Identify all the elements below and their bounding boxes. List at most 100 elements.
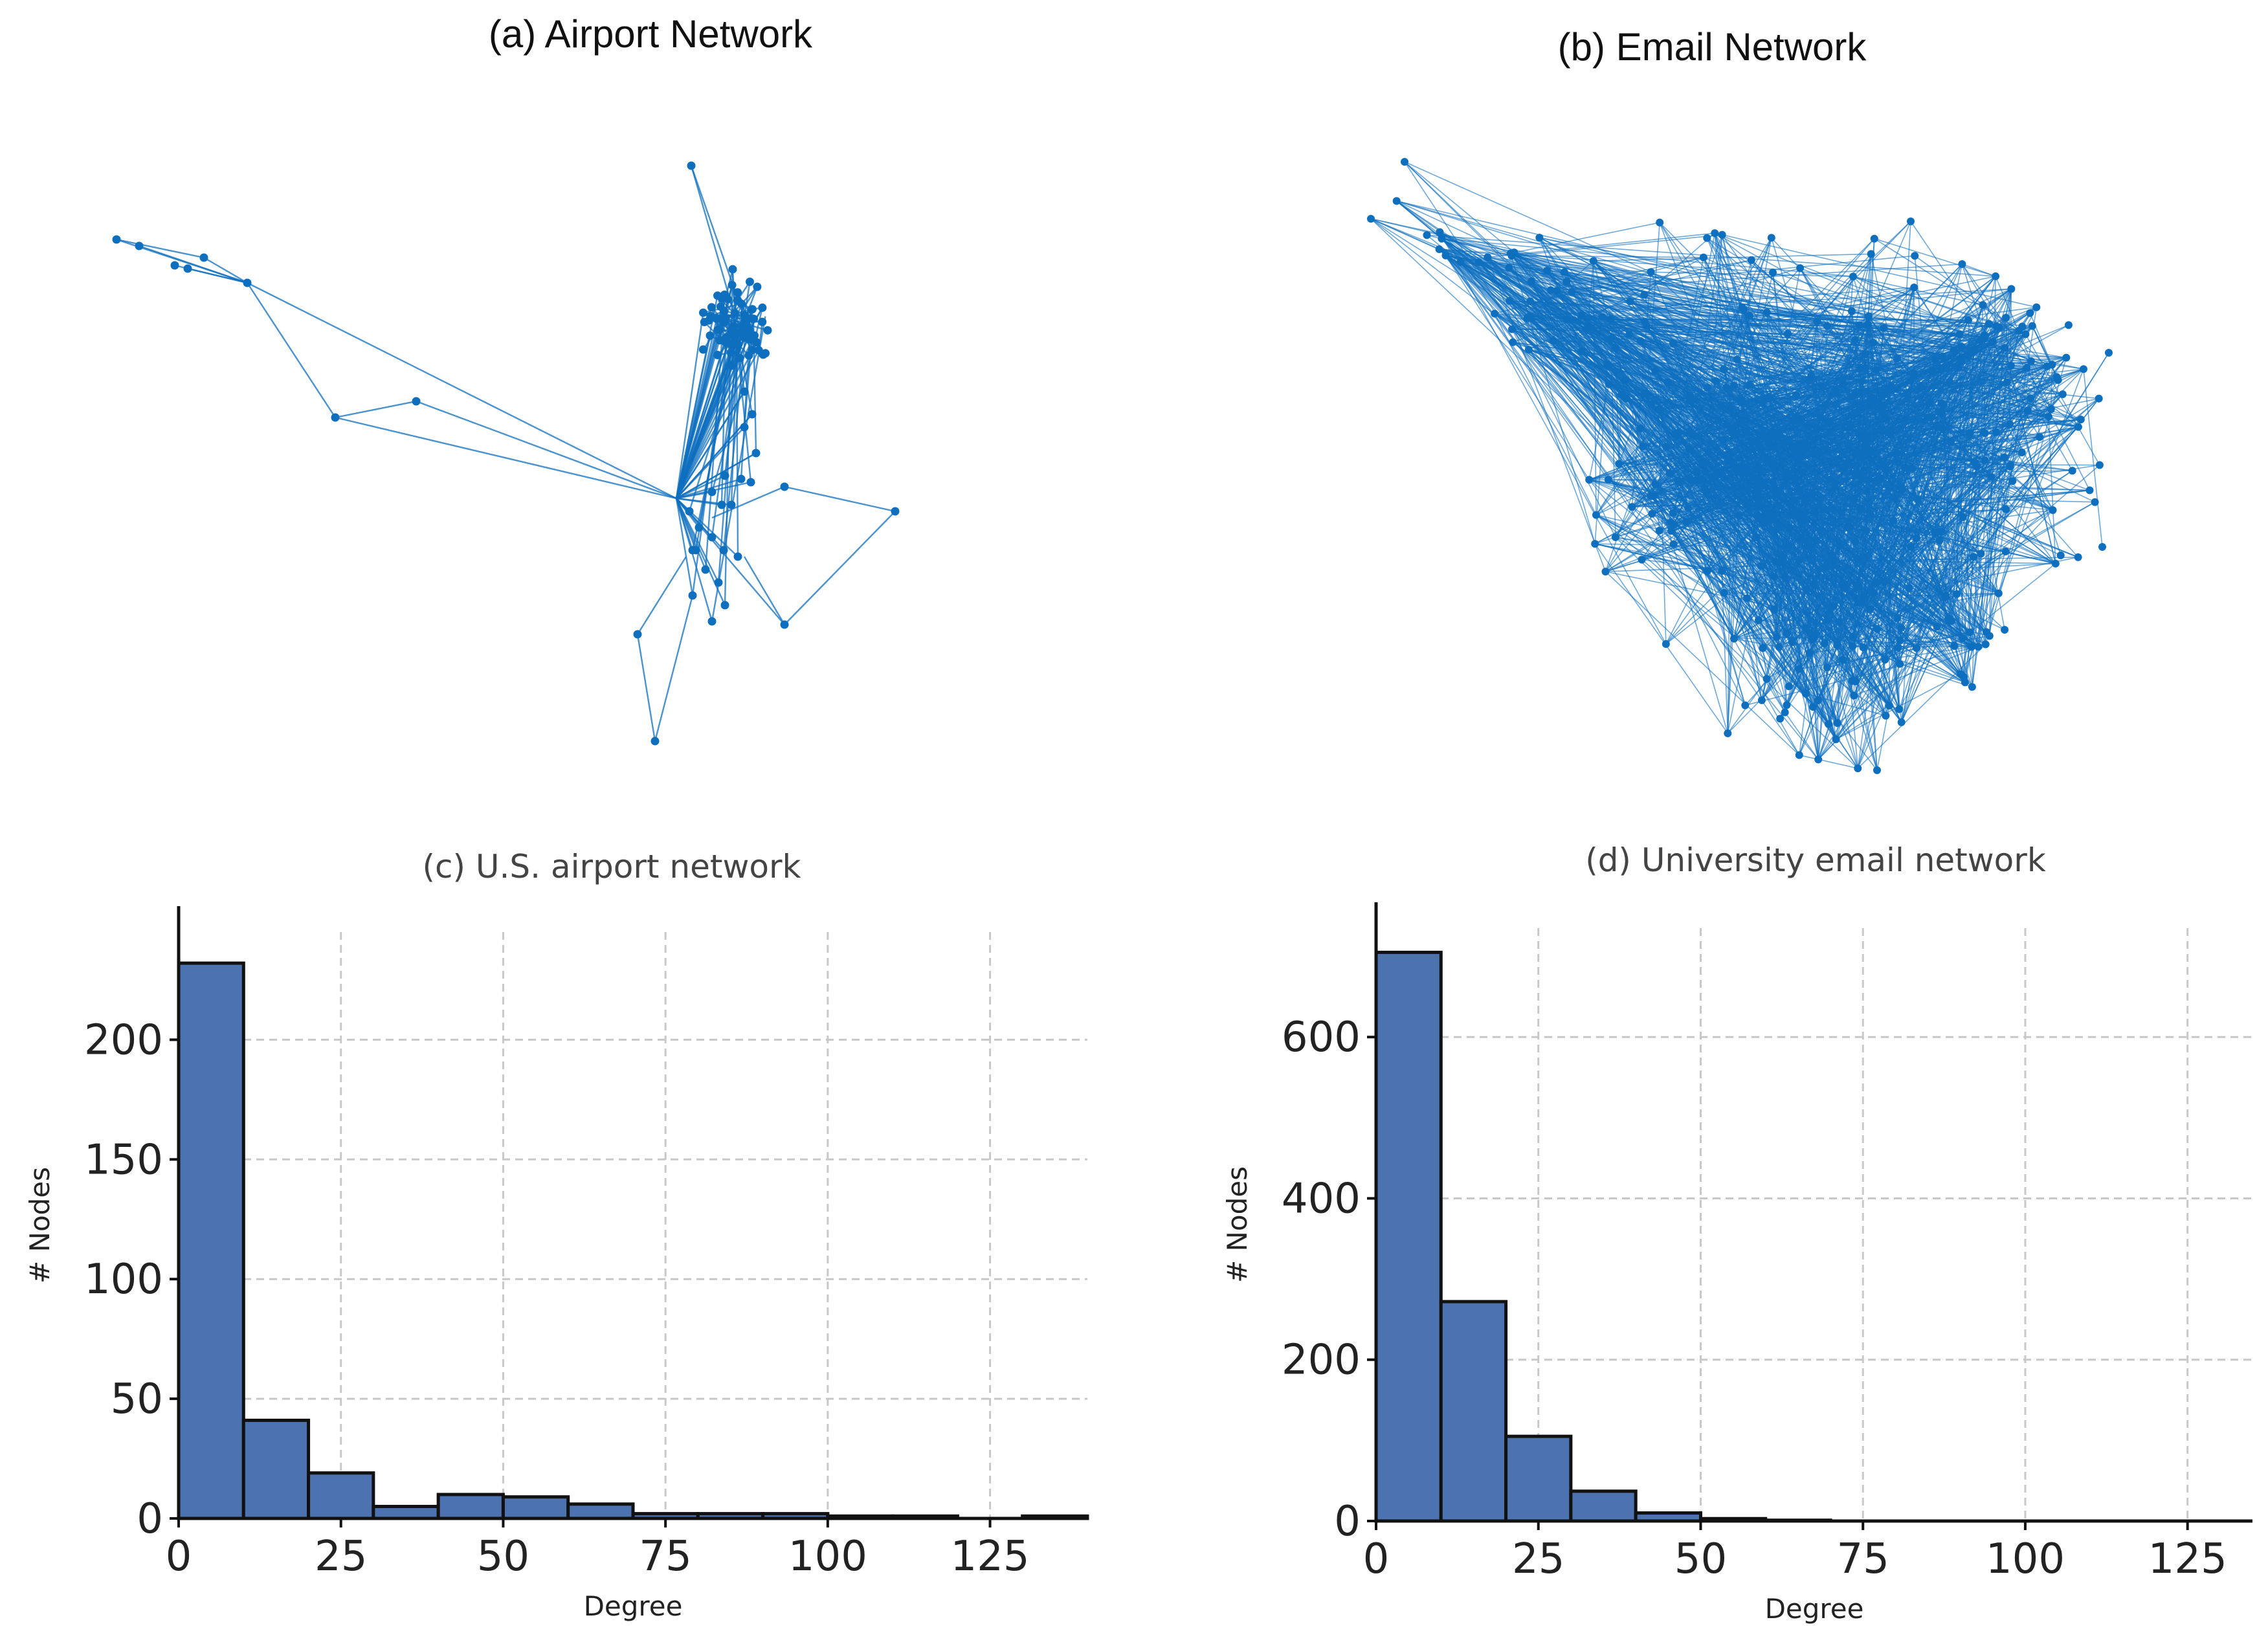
email-node xyxy=(1967,643,1975,651)
email-node xyxy=(1946,377,1954,386)
email-edge xyxy=(1779,619,1829,648)
email-node xyxy=(1508,325,1516,333)
email-node xyxy=(1662,640,1670,648)
email-edge xyxy=(1669,346,1962,474)
email-node xyxy=(1735,417,1744,426)
email-node xyxy=(1824,616,1832,625)
airport-node xyxy=(747,305,756,314)
email-node xyxy=(1788,638,1796,647)
email-node xyxy=(2021,330,2030,339)
email-nodes xyxy=(1367,158,2113,774)
airport-node xyxy=(745,335,754,344)
email-edge xyxy=(1605,571,1800,756)
hist-c-bar-4 xyxy=(436,1493,505,1520)
email-node xyxy=(1802,585,1810,594)
email-node xyxy=(2062,353,2071,362)
email-edge xyxy=(1998,436,2040,594)
email-node xyxy=(1797,448,1805,456)
email-edge xyxy=(1794,382,2007,421)
hist-d-ytick-label-1: 200 xyxy=(1282,1337,1361,1384)
email-edge xyxy=(1511,255,1859,603)
email-node xyxy=(2001,626,2009,634)
email-node xyxy=(1392,197,1401,205)
email-node xyxy=(2018,322,2027,331)
airport-node xyxy=(701,565,710,574)
email-node xyxy=(1647,400,1655,408)
email-edge xyxy=(1514,252,1788,335)
email-node xyxy=(1682,518,1691,526)
email-node xyxy=(1704,448,1713,456)
email-edge xyxy=(1876,426,2079,482)
airport-edge xyxy=(743,556,786,625)
email-node xyxy=(1964,316,1972,324)
airport-node xyxy=(740,423,749,432)
email-node xyxy=(1825,417,1834,425)
email-node xyxy=(2095,394,2103,403)
airport-node xyxy=(740,387,749,396)
email-node xyxy=(1784,329,1792,338)
email-edge xyxy=(1810,375,1890,706)
airport-node xyxy=(742,313,751,322)
email-node xyxy=(1709,472,1718,481)
email-node xyxy=(1957,342,1966,351)
airport-node xyxy=(718,294,727,303)
email-node xyxy=(1435,245,1443,253)
email-edge xyxy=(2048,416,2056,564)
email-edge xyxy=(1511,255,1645,296)
email-node xyxy=(1591,540,1599,548)
email-node xyxy=(1491,309,1499,318)
email-edge xyxy=(1889,452,2023,706)
email-edge xyxy=(1731,428,1837,740)
email-node xyxy=(1686,476,1694,484)
email-node xyxy=(1994,589,2003,597)
email-edge xyxy=(1771,319,1969,465)
email-edge xyxy=(1808,467,1906,544)
email-node xyxy=(1768,432,1776,441)
email-node xyxy=(1636,337,1645,345)
email-node xyxy=(1858,377,1866,385)
email-edge xyxy=(1836,553,1981,646)
airport-node xyxy=(720,335,729,344)
email-node xyxy=(1562,278,1571,285)
email-node xyxy=(1870,234,1878,243)
email-node xyxy=(1772,526,1780,534)
email-edge xyxy=(1594,428,1943,544)
airport-node xyxy=(780,482,789,491)
airport-edge xyxy=(675,337,728,499)
email-edge xyxy=(1834,483,1966,683)
email-edge xyxy=(1439,249,1852,312)
hist-c-xlabel: Degree xyxy=(584,1590,683,1622)
hist-c-ytick-label-3: 150 xyxy=(84,1136,163,1184)
email-edge xyxy=(1528,349,1753,443)
email-node xyxy=(2008,477,2017,485)
email-node xyxy=(1850,691,1858,700)
email-edge xyxy=(1835,390,1859,475)
email-node xyxy=(1822,445,1830,453)
email-node xyxy=(1509,338,1517,346)
email-node xyxy=(1897,718,1906,726)
email-edge xyxy=(1550,289,1731,410)
email-node xyxy=(1755,616,1762,625)
email-node xyxy=(1959,513,1967,521)
email-edge xyxy=(1697,434,1779,482)
email-node xyxy=(1981,429,1989,437)
email-node xyxy=(1966,428,1974,437)
email-node xyxy=(1931,528,1939,537)
email-node xyxy=(1703,567,1711,575)
hist-c-xtick-label-2: 50 xyxy=(477,1533,529,1581)
email-edge xyxy=(1805,356,1943,694)
email-node xyxy=(1854,764,1862,773)
airport-node xyxy=(733,552,742,561)
email-node xyxy=(1527,277,1535,285)
email-node xyxy=(1729,381,1738,390)
panel-d-title: (d) University email network xyxy=(1585,841,2046,879)
email-node xyxy=(1654,405,1663,414)
email-node xyxy=(1651,367,1660,375)
email-node xyxy=(1807,372,1816,380)
email-node xyxy=(2007,285,2016,293)
email-node xyxy=(1685,391,1694,399)
email-node xyxy=(1592,511,1600,519)
email-edge xyxy=(1439,249,1838,646)
email-node xyxy=(1861,441,1869,450)
email-node xyxy=(1718,567,1726,575)
